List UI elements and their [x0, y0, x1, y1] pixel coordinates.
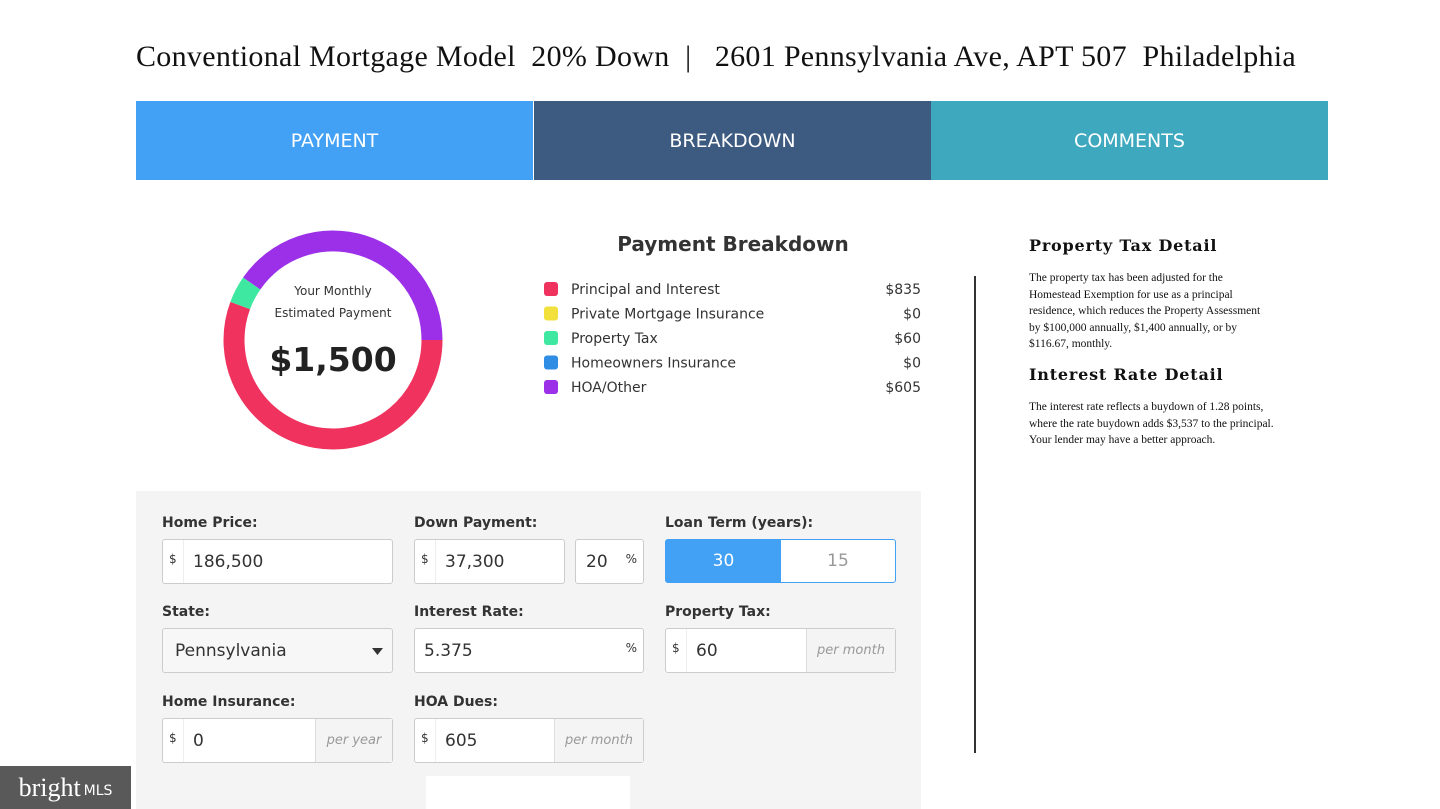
field-label: Interest Rate:: [414, 604, 524, 620]
watermark-suffix: MLS: [83, 782, 113, 799]
legend-amount: $60: [894, 331, 921, 347]
toggle-option[interactable]: 15: [827, 551, 849, 571]
legend-label: Property Tax: [571, 331, 658, 347]
comment-title: Interest Rate Detail: [1029, 365, 1224, 384]
prefix: $: [672, 641, 680, 655]
comment-title: Property Tax Detail: [1029, 236, 1218, 255]
input[interactable]: 20 %: [575, 539, 644, 584]
donut-segment: [223, 301, 443, 450]
tab-breakdown[interactable]: BREAKDOWN: [534, 101, 931, 180]
input[interactable]: $ 186,500: [162, 539, 393, 584]
donut-caption: Estimated Payment: [275, 306, 392, 320]
input[interactable]: $ 37,300: [414, 539, 565, 584]
donut-segment: [230, 277, 261, 310]
legend-amount: $835: [885, 282, 921, 298]
caret: [372, 648, 383, 655]
input-value: 605: [445, 731, 478, 751]
toggle: 30 15: [665, 539, 896, 583]
field-label: Home Price:: [162, 515, 258, 531]
suffix: per month: [806, 629, 895, 672]
separator: [183, 719, 184, 762]
suffix: %: [625, 552, 637, 566]
select[interactable]: Pennsylvania: [162, 628, 393, 673]
input-value: 60: [696, 641, 718, 661]
comment-text: The property tax has been adjusted for t…: [1029, 272, 1261, 350]
prefix: $: [421, 731, 429, 745]
legend-swatch: [544, 282, 558, 296]
separator: [183, 540, 184, 583]
tab-comments[interactable]: COMMENTS: [931, 101, 1328, 180]
legend-swatch: [544, 306, 558, 321]
input[interactable]: $ 60 per month: [665, 628, 896, 673]
page-title: Conventional Mortgage Model 20% Down | 2…: [136, 40, 1297, 73]
breakdown-title: Payment Breakdown: [617, 232, 848, 256]
legend-swatch: [544, 355, 558, 370]
suffix: per month: [554, 719, 643, 762]
input-value: 0: [193, 731, 204, 751]
field-label: Down Payment:: [414, 515, 538, 531]
field-label: Home Insurance:: [162, 694, 296, 710]
prefix: $: [421, 552, 429, 566]
field-label: HOA Dues:: [414, 694, 498, 710]
prefix: $: [169, 552, 177, 566]
suffix: %: [625, 641, 637, 655]
watermark-brand: bright: [18, 772, 81, 802]
donut-caption: Your Monthly: [293, 284, 371, 298]
separator: [686, 629, 687, 672]
input[interactable]: $ 0 per year: [162, 718, 393, 763]
field-label: Loan Term (years):: [665, 515, 814, 531]
legend-swatch: [544, 380, 558, 394]
field-label: Property Tax:: [665, 604, 771, 620]
watermark: bright MLS: [0, 766, 131, 809]
legend-swatch: [544, 331, 558, 345]
tab-payment[interactable]: PAYMENT: [136, 101, 533, 180]
legend-label: Principal and Interest: [571, 282, 720, 298]
button[interactable]: [426, 776, 630, 809]
legend-label: HOA/Other: [571, 380, 647, 396]
donut-segment: [243, 230, 443, 341]
input-value: 37,300: [445, 552, 505, 572]
input-value: 5.375: [424, 641, 473, 661]
suffix: per year: [315, 719, 392, 762]
input[interactable]: $ 605 per month: [414, 718, 644, 763]
donut-total: $1,500: [269, 340, 396, 379]
separator: [435, 540, 436, 583]
prefix: $: [169, 731, 177, 745]
input-value: 186,500: [193, 552, 264, 572]
legend-amount: $0: [903, 307, 921, 323]
input[interactable]: 5.375 %: [414, 628, 644, 673]
legend-amount: $0: [903, 356, 921, 372]
legend-label: Homeowners Insurance: [571, 356, 736, 372]
legend-label: Private Mortgage Insurance: [571, 307, 764, 323]
toggle-option[interactable]: 30: [666, 540, 781, 582]
field-label: State:: [162, 604, 211, 620]
input-value: 20: [586, 552, 608, 572]
select-value: Pennsylvania: [175, 641, 287, 661]
divider: [974, 276, 976, 753]
breakdown-chart: Your Monthly Estimated Payment $1,500 Pa…: [223, 230, 921, 450]
separator: [435, 719, 436, 762]
comment-text: The interest rate reflects a buydown of …: [1029, 401, 1274, 446]
legend-amount: $605: [885, 380, 921, 396]
